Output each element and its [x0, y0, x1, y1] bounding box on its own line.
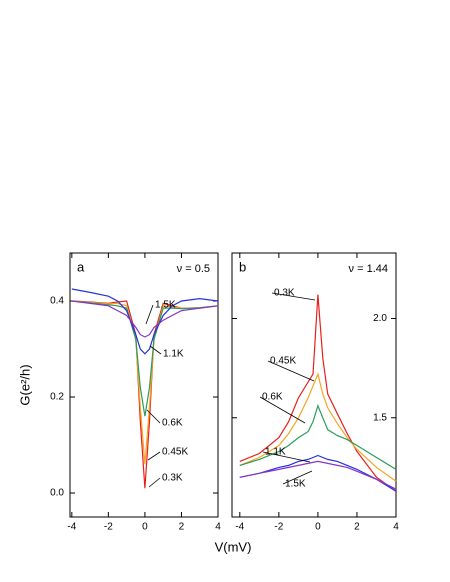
leader-line	[271, 292, 316, 301]
curve-label: 0.3K	[274, 288, 295, 299]
curve-label: 0.45K	[162, 447, 188, 458]
curve-label: 0.45K	[270, 356, 296, 367]
leader-line	[145, 304, 154, 325]
leader-line	[267, 360, 315, 382]
x-tick-label: -4	[67, 522, 76, 533]
leader-line	[147, 451, 161, 461]
y-axis-label: G(e²/h)	[17, 364, 32, 405]
x-tick-label: 2	[354, 522, 360, 533]
panel-annotation: ν = 0.5	[177, 263, 210, 275]
leader-line	[262, 451, 311, 463]
x-tick-label: 2	[179, 522, 185, 533]
x-tick-label: -2	[104, 522, 113, 533]
curve-label: 0.6K	[162, 418, 183, 429]
x-tick-label: -2	[274, 522, 283, 533]
curve	[71, 300, 219, 465]
panel-label: a	[77, 259, 85, 274]
curve-label: 0.6K	[262, 392, 283, 403]
curve-label: 1.5K	[285, 479, 306, 490]
leader-line	[148, 477, 161, 488]
y-tick-label: 1.5	[373, 412, 387, 423]
x-tick-label: 4	[393, 522, 399, 533]
curve-label: 1.1K	[265, 447, 286, 458]
leader-line	[259, 396, 306, 424]
x-tick-label: 0	[142, 522, 148, 533]
y-tick-label: 0.0	[50, 488, 64, 499]
curve	[239, 404, 397, 470]
plot-frame	[231, 252, 397, 518]
curve	[71, 300, 219, 338]
x-tick-label: 0	[315, 522, 321, 533]
panel-label: b	[239, 259, 246, 274]
curve-label: 1.1K	[163, 349, 184, 360]
leader-line	[282, 470, 313, 485]
curve	[71, 300, 219, 417]
curve	[239, 372, 397, 482]
leader-line	[149, 345, 162, 355]
panel-annotation: ν = 1.44	[349, 263, 388, 275]
x-tick-label: -4	[235, 522, 244, 533]
y-tick-label: 0.2	[50, 392, 64, 403]
leader-line	[146, 409, 161, 424]
curve	[239, 454, 397, 492]
curve-label: 0.3K	[162, 473, 183, 484]
curve	[71, 288, 219, 355]
x-tick-label: 4	[215, 522, 221, 533]
curve	[239, 460, 397, 490]
x-axis-label: V(mV)	[215, 539, 252, 554]
y-tick-label: 0.4	[50, 296, 64, 307]
plot-frame	[69, 252, 219, 518]
y-tick-label: 2.0	[373, 313, 387, 324]
curve-label: 1.5K	[155, 300, 176, 311]
